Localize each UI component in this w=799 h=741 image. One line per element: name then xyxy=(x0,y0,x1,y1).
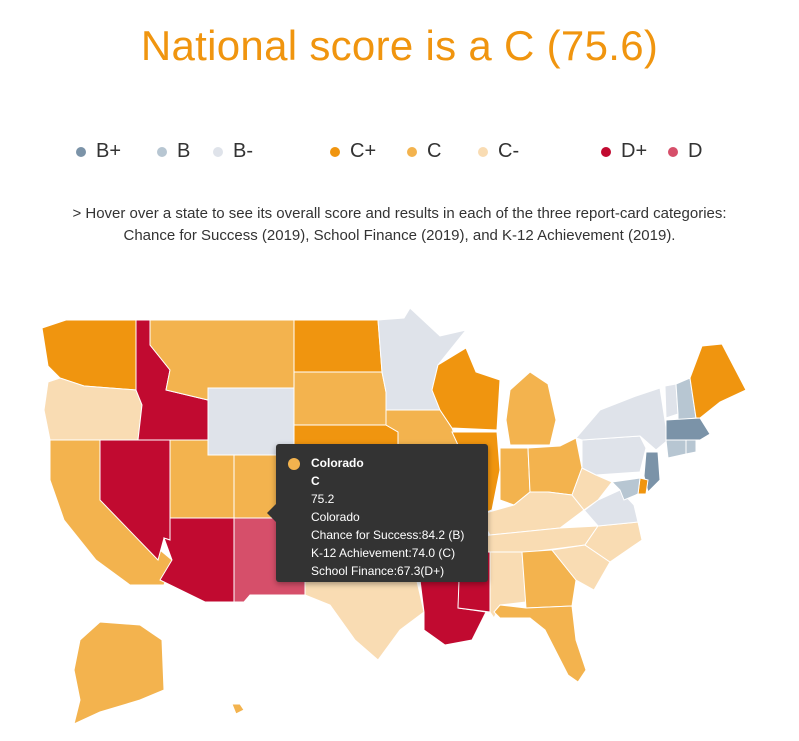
state-pennsylvania[interactable] xyxy=(581,435,647,476)
legend-dot-icon xyxy=(157,146,167,157)
state-wisconsin[interactable] xyxy=(431,347,501,431)
legend-dot-icon xyxy=(330,146,340,157)
legend-label: B- xyxy=(233,140,253,162)
state-virginia[interactable] xyxy=(571,489,639,527)
legend-label: B+ xyxy=(96,140,122,162)
legend-label: C xyxy=(427,140,442,162)
state-north-dakota[interactable] xyxy=(293,319,383,373)
tooltip-school-finance: School Finance:67.3(D+) xyxy=(311,564,445,578)
state-tooltip: Colorado C 75.2 Colorado Chance for Succ… xyxy=(267,444,488,582)
legend-item-d-plus[interactable]: D+ xyxy=(601,140,647,163)
state-hawaii[interactable] xyxy=(231,703,245,715)
legend-dot-icon xyxy=(76,146,86,157)
state-michigan[interactable] xyxy=(505,371,557,446)
legend-item-c-minus[interactable]: C- xyxy=(478,140,519,163)
legend-item-c-plus[interactable]: C+ xyxy=(330,140,376,163)
legend-dot-icon xyxy=(213,146,223,157)
tooltip-score: 75.2 xyxy=(311,492,335,506)
state-rhode-island[interactable] xyxy=(685,439,697,455)
legend-item-b-minus[interactable]: B- xyxy=(213,140,253,163)
state-north-carolina[interactable] xyxy=(584,521,643,563)
state-georgia[interactable] xyxy=(521,549,577,609)
state-massachusetts[interactable] xyxy=(665,417,711,441)
tooltip-grade-dot-icon xyxy=(288,458,300,470)
legend-label: D xyxy=(688,140,703,162)
state-maryland[interactable] xyxy=(610,477,641,501)
instructions-line-2: Chance for Success (2019), School Financ… xyxy=(123,227,676,244)
tooltip-state-repeat: Colorado xyxy=(311,510,360,524)
instructions-line-1: > Hover over a state to see its overall … xyxy=(72,205,727,222)
instructions: > Hover over a state to see its overall … xyxy=(20,203,779,247)
legend-item-d[interactable]: D xyxy=(668,140,702,163)
tooltip-chance-for-success: Chance for Success:84.2 (B) xyxy=(311,528,465,542)
state-south-dakota[interactable] xyxy=(293,371,387,426)
legend-label: C- xyxy=(498,140,520,162)
legend-label: C+ xyxy=(350,140,377,162)
state-florida[interactable] xyxy=(493,604,587,683)
legend-label: B xyxy=(177,140,191,162)
state-ohio[interactable] xyxy=(527,437,583,496)
tooltip-grade: C xyxy=(311,474,320,488)
page-title: National score is a C (75.6) xyxy=(140,22,659,69)
state-alaska[interactable] xyxy=(73,621,165,725)
legend-label: D+ xyxy=(621,140,648,162)
legend-dot-icon xyxy=(407,146,417,157)
legend: B+ B B- C+ C C- D+ D xyxy=(0,140,799,168)
tooltip-k12-achievement: K-12 Achievement:74.0 (C) xyxy=(311,546,456,560)
legend-dot-icon xyxy=(668,146,678,157)
legend-item-b[interactable]: B xyxy=(157,140,190,163)
legend-dot-icon xyxy=(601,146,611,157)
tooltip-state-name: Colorado xyxy=(311,456,364,470)
legend-item-b-plus[interactable]: B+ xyxy=(76,140,121,163)
legend-dot-icon xyxy=(478,146,488,157)
state-maine[interactable] xyxy=(689,343,747,419)
legend-item-c[interactable]: C xyxy=(407,140,441,163)
state-south-carolina[interactable] xyxy=(551,544,611,591)
state-connecticut[interactable] xyxy=(665,439,687,459)
